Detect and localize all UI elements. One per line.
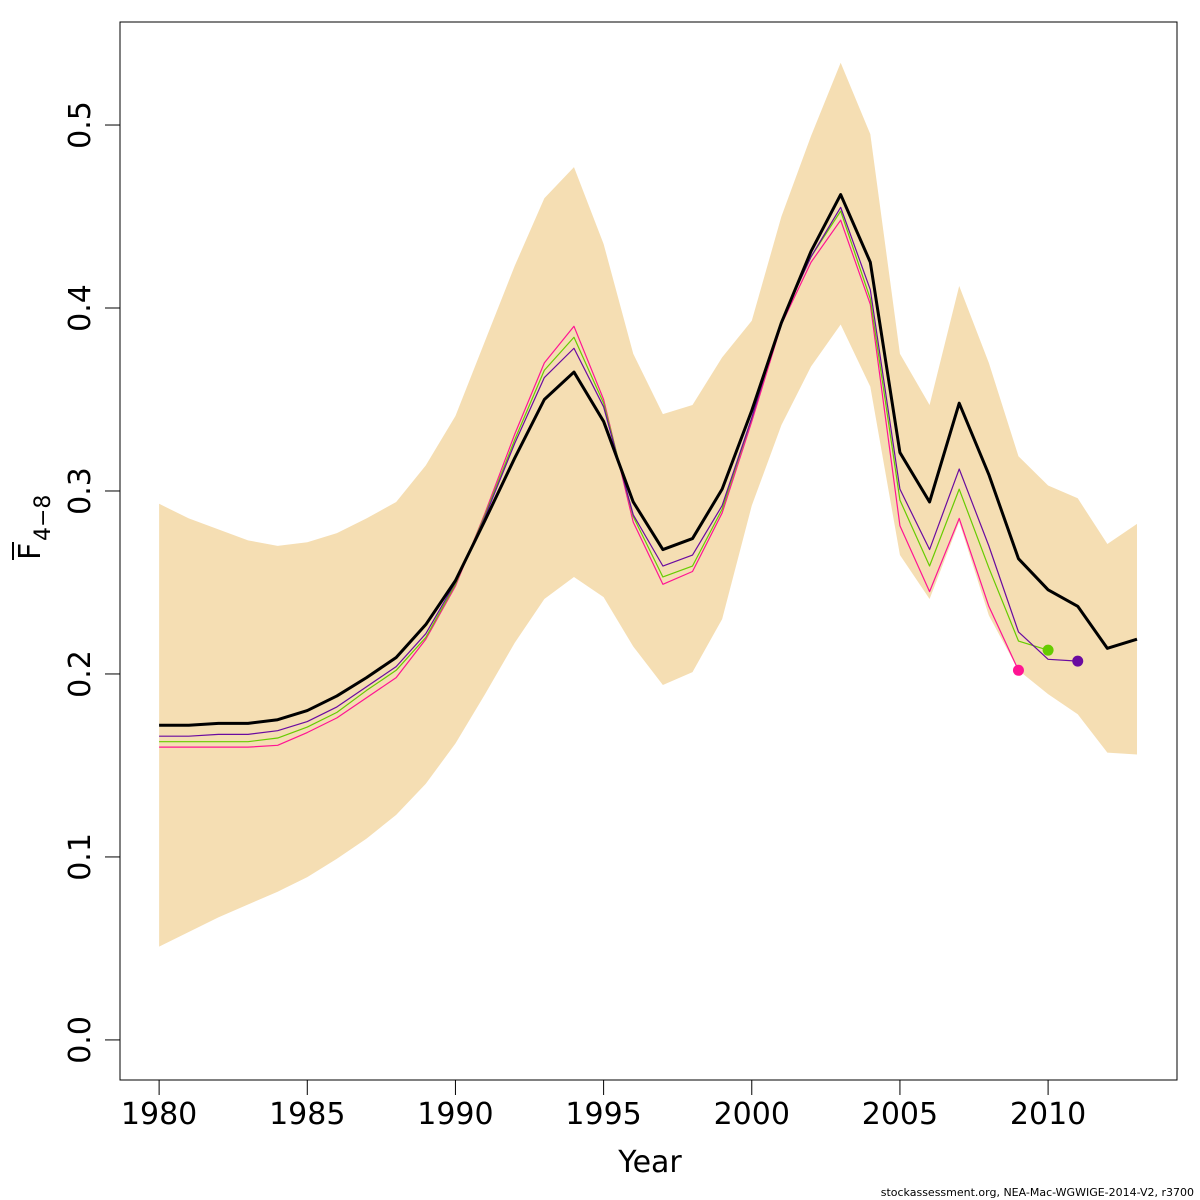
series-line xyxy=(159,219,1020,748)
x-tick-label: 1995 xyxy=(565,1097,641,1132)
series-line xyxy=(159,210,1049,743)
series-line xyxy=(159,193,1138,727)
y-axis-label-subscript: 4−8 xyxy=(31,495,56,541)
y-tick-label: 0.0 xyxy=(63,1016,98,1064)
y-axis-label-group: F 4−8 xyxy=(12,495,56,560)
y-tick-label: 0.3 xyxy=(63,467,98,515)
x-tick-label: 2005 xyxy=(862,1097,938,1132)
x-axis-label: Year xyxy=(617,1145,682,1180)
end-point xyxy=(1042,644,1054,656)
end-point xyxy=(1012,664,1024,676)
end-point xyxy=(1072,655,1084,667)
footer: stockassessment.org, NEA-Mac-WGWIGE-2014… xyxy=(881,1186,1194,1199)
x-tick-label: 2000 xyxy=(714,1097,790,1132)
confidence-band xyxy=(159,62,1137,947)
x-tick-label: 1980 xyxy=(121,1097,197,1132)
x-tick-label: 1990 xyxy=(417,1097,493,1132)
y-tick-label: 0.2 xyxy=(63,650,98,698)
y-tick-label: 0.1 xyxy=(63,833,98,881)
y-tick-label: 0.5 xyxy=(63,101,98,149)
y-axis-label: F xyxy=(13,543,48,560)
y-tick-label: 0.4 xyxy=(63,284,98,332)
x-tick-label: 2010 xyxy=(1010,1097,1086,1132)
x-tick-label: 1985 xyxy=(269,1097,345,1132)
